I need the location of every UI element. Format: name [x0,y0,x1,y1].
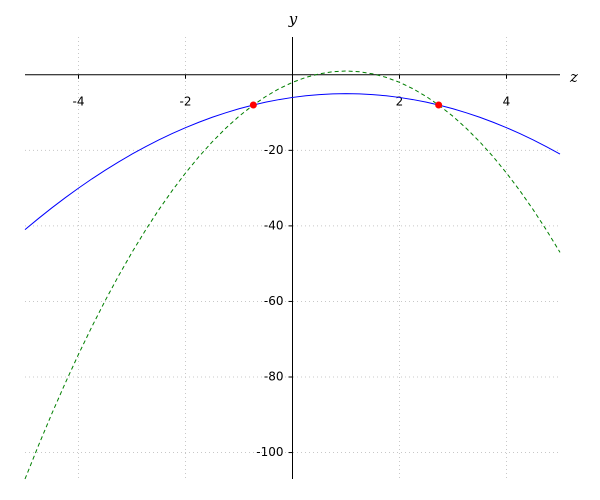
intersection-point [435,101,443,109]
x-axis-title: z [569,68,578,86]
y-tick-label: -100 [256,445,283,459]
intersection-point [249,101,257,109]
y-tick-label: -60 [264,294,284,308]
x-tick-label: 2 [396,94,404,108]
y-axis-title: y [288,10,298,28]
y-tick-label: -40 [264,218,284,232]
x-tick-label: 4 [503,94,511,108]
x-tick-label: -4 [73,94,85,108]
curve [24,93,561,231]
curve [24,70,561,480]
x-tick-label: -2 [180,94,192,108]
y-tick-label: -20 [264,143,284,157]
y-tick-label: -80 [264,370,284,384]
